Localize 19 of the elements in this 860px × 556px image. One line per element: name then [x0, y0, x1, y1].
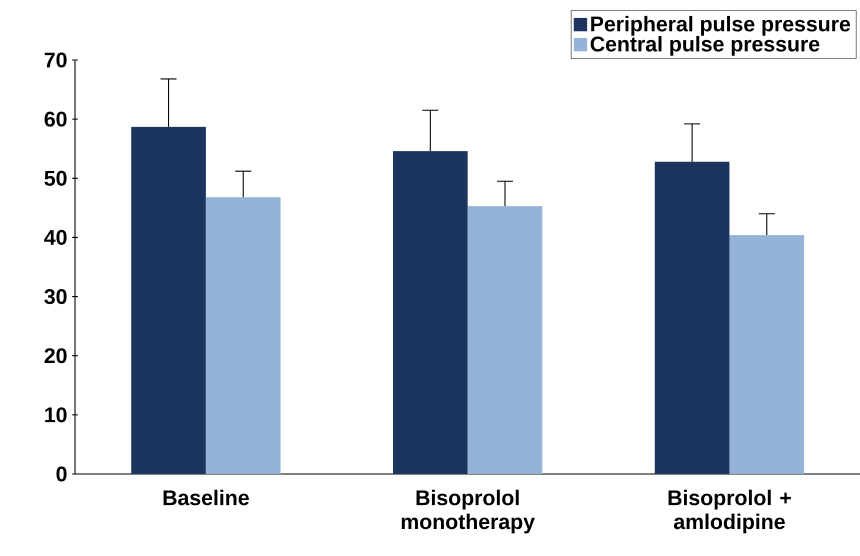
bar: [654, 162, 730, 474]
bar: [393, 151, 468, 474]
y-tick-label: 70: [44, 52, 67, 68]
y-tick-label: 40: [44, 230, 67, 245]
x-tick-label: Bisoprolol + amlodipine: [668, 490, 791, 534]
legend-label: Central pulse pressure: [590, 36, 820, 56]
legend-label: Peripheral pulse pressure: [591, 16, 850, 36]
bar: [131, 126, 206, 474]
y-tick-label: 60: [44, 112, 67, 127]
y-tick-label: 10: [45, 407, 67, 422]
y-tick-label: 20: [44, 348, 67, 364]
bar: [206, 197, 281, 474]
bar: [729, 235, 804, 474]
y-tick-label: 0: [56, 466, 67, 482]
y-tick-label: 50: [44, 170, 67, 186]
y-tick-label: 30: [44, 289, 67, 304]
x-tick-label: Bisoprolol monotherapy: [402, 490, 535, 534]
x-tick-label: Baseline: [164, 490, 249, 506]
bar: [468, 206, 542, 474]
